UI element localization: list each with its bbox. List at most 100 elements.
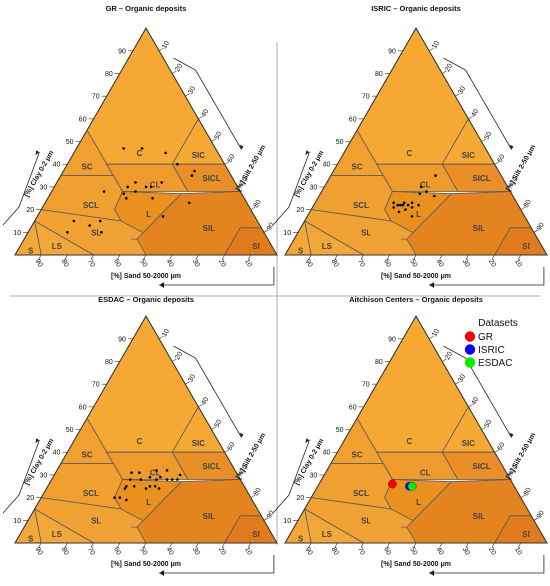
arrow-head bbox=[509, 432, 514, 438]
sand-tick-label: 10 bbox=[513, 546, 523, 556]
clay-tick-label: 30 bbox=[310, 472, 318, 479]
clay-tick-label: 90 bbox=[118, 336, 126, 343]
arrow-head bbox=[305, 438, 310, 444]
silt-tick-mark bbox=[428, 336, 434, 340]
data-point bbox=[129, 478, 132, 481]
data-point bbox=[433, 194, 436, 198]
arrow-head bbox=[429, 570, 435, 576]
sand-tick-label: 40 bbox=[165, 258, 175, 268]
clay-tick-label: 20 bbox=[26, 495, 34, 502]
arrow-head bbox=[239, 144, 244, 150]
sand-tick-mark bbox=[90, 254, 94, 260]
data-point bbox=[176, 478, 179, 481]
sand-tick-mark bbox=[248, 254, 252, 260]
class-label-s: S bbox=[28, 534, 34, 543]
silt-tick-mark bbox=[520, 206, 526, 210]
class-label-sic: SIC bbox=[462, 151, 476, 160]
silt-tick-label: 50 bbox=[213, 131, 223, 141]
silt-tick-mark bbox=[428, 48, 434, 52]
data-point bbox=[187, 201, 191, 205]
clay-tick-label: 10 bbox=[283, 518, 291, 525]
sand-tick-label: 60 bbox=[112, 258, 122, 268]
sand-tick-label: 10 bbox=[243, 546, 253, 556]
sand-tick-mark bbox=[90, 542, 94, 548]
silt-direction-arrow bbox=[443, 57, 512, 150]
data-point bbox=[98, 219, 102, 223]
data-point bbox=[122, 192, 125, 195]
data-point bbox=[130, 471, 133, 475]
data-point bbox=[72, 219, 76, 223]
class-label-l: L bbox=[146, 210, 151, 219]
silt-tick-label: 50 bbox=[483, 131, 493, 141]
class-label-sil: SIL bbox=[203, 224, 216, 233]
arrow-head bbox=[305, 150, 310, 156]
silt-tick-label: 80 bbox=[523, 199, 533, 209]
silt-tick-label: 80 bbox=[523, 487, 533, 497]
class-label-ls: LS bbox=[52, 242, 63, 251]
data-point bbox=[155, 469, 158, 472]
silt-tick-mark bbox=[237, 472, 243, 476]
data-point bbox=[148, 475, 152, 479]
silt-tick-label: 40 bbox=[470, 396, 480, 406]
sand-tick-mark bbox=[117, 542, 121, 548]
sand-tick-label: 90 bbox=[34, 546, 44, 556]
sand-tick-label: 80 bbox=[60, 546, 70, 556]
data-point bbox=[125, 498, 128, 502]
data-point bbox=[102, 190, 106, 193]
data-point bbox=[410, 206, 414, 209]
class-label-si: SI bbox=[252, 242, 260, 251]
sand-tick-label: 10 bbox=[243, 258, 253, 268]
silt-tick-label: 70 bbox=[240, 176, 250, 186]
data-point bbox=[66, 231, 69, 234]
silt-tick-label: 30 bbox=[457, 85, 467, 95]
clay-tick-label: 60 bbox=[349, 116, 357, 123]
class-label-si: SI bbox=[522, 530, 530, 539]
silt-tick-mark bbox=[224, 449, 230, 453]
sand-tick-label: 10 bbox=[513, 258, 523, 268]
class-label-sc: SC bbox=[81, 451, 92, 460]
sand-tick-mark bbox=[248, 542, 252, 548]
class-label-sc: SC bbox=[351, 451, 362, 460]
sand-tick-label: 60 bbox=[112, 546, 122, 556]
data-point bbox=[396, 203, 400, 207]
silt-tick-label: 90 bbox=[536, 221, 546, 231]
data-point bbox=[417, 203, 420, 207]
sand-tick-label: 30 bbox=[191, 546, 201, 556]
point-esdac bbox=[407, 481, 417, 491]
class-label-l: L bbox=[416, 498, 421, 507]
data-point bbox=[159, 475, 162, 479]
clay-tick-label: 60 bbox=[349, 404, 357, 411]
silt-axis-label: [%] Silt 2-50 μm bbox=[505, 432, 537, 481]
silt-tick-label: 60 bbox=[497, 153, 507, 163]
data-point bbox=[88, 224, 91, 227]
sand-tick-label: 30 bbox=[191, 258, 201, 268]
sand-tick-mark bbox=[491, 254, 495, 260]
sand-tick-label: 90 bbox=[34, 258, 44, 268]
silt-tick-mark bbox=[158, 48, 164, 52]
data-point bbox=[155, 478, 158, 481]
silt-direction-arrow bbox=[173, 345, 242, 438]
class-label-cl: CL bbox=[150, 469, 161, 478]
legend-marker-esdac bbox=[464, 357, 476, 368]
class-label-sl: SL bbox=[91, 228, 101, 237]
data-point bbox=[149, 185, 153, 189]
silt-tick-mark bbox=[468, 404, 473, 408]
silt-tick-label: 70 bbox=[510, 464, 520, 474]
silt-tick-label: 30 bbox=[187, 85, 197, 95]
arrow-head bbox=[429, 282, 435, 288]
silt-tick-label: 70 bbox=[510, 176, 520, 186]
sand-tick-mark bbox=[169, 254, 173, 260]
data-point bbox=[139, 478, 143, 481]
sand-tick-mark bbox=[518, 542, 522, 548]
silt-tick-mark bbox=[263, 229, 269, 233]
silt-tick-mark bbox=[507, 472, 513, 476]
sand-tick-mark bbox=[360, 254, 364, 260]
silt-tick-mark bbox=[172, 70, 177, 74]
sand-tick-mark bbox=[439, 542, 443, 548]
class-label-sl: SL bbox=[361, 228, 371, 237]
sand-tick-mark bbox=[518, 254, 522, 260]
data-point bbox=[113, 496, 116, 499]
